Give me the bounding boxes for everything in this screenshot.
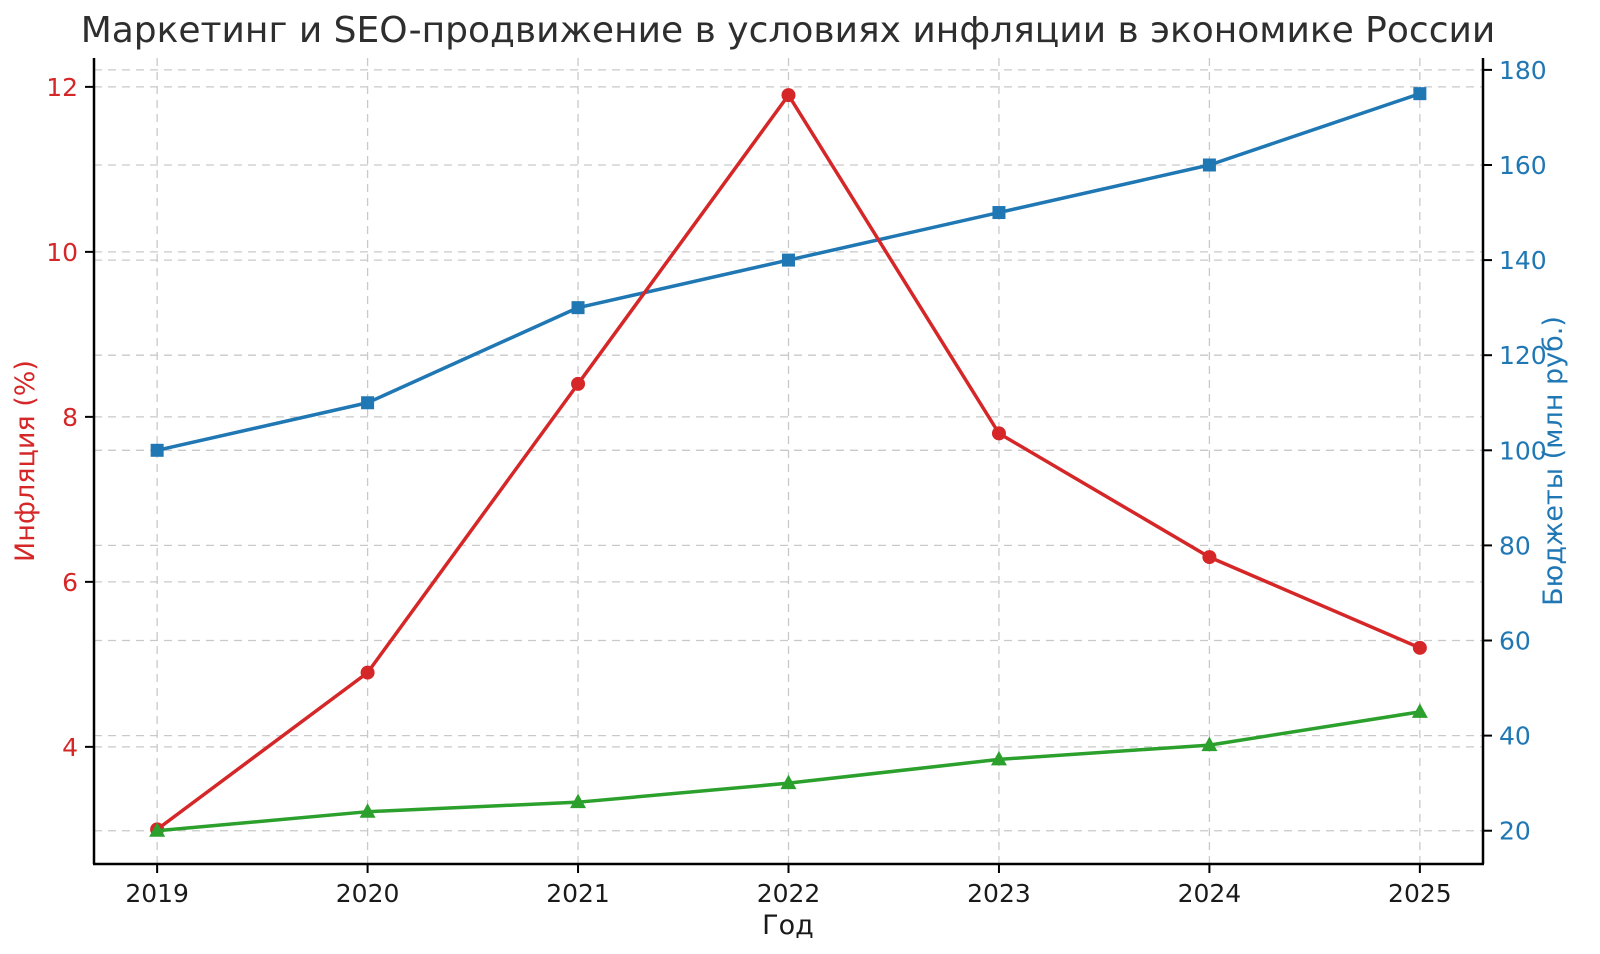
marker-blue-line-budget-2020 bbox=[361, 396, 375, 410]
marker-red-line-inflation-2024 bbox=[1202, 550, 1217, 565]
tick-label-right-160: 160 bbox=[1499, 151, 1547, 180]
tick-label-right-80: 80 bbox=[1499, 531, 1531, 560]
marker-red-line-inflation-2020 bbox=[360, 665, 375, 680]
marker-blue-line-budget-2025 bbox=[1413, 87, 1427, 101]
tick-label-right-60: 60 bbox=[1499, 627, 1531, 656]
tick-label-x-2022: 2022 bbox=[757, 879, 821, 908]
marker-red-line-inflation-2021 bbox=[571, 376, 586, 391]
marker-green-line-budget-2025 bbox=[1411, 703, 1428, 718]
tick-label-x-2025: 2025 bbox=[1388, 879, 1452, 908]
left-y-axis-label: Инфляция (%) bbox=[10, 360, 41, 562]
marker-blue-line-budget-2021 bbox=[571, 301, 585, 315]
series-green-line-budget bbox=[149, 703, 1428, 837]
tick-label-x-2021: 2021 bbox=[546, 879, 610, 908]
tick-label-left-4: 4 bbox=[62, 733, 78, 762]
series-layer bbox=[149, 87, 1428, 837]
grid-layer bbox=[94, 58, 1483, 864]
marker-green-line-budget-2023 bbox=[990, 750, 1007, 766]
marker-red-line-inflation-2025 bbox=[1412, 640, 1427, 655]
tick-label-x-2023: 2023 bbox=[967, 879, 1031, 908]
series-red-line-inflation bbox=[150, 88, 1427, 837]
tick-label-right-180: 180 bbox=[1499, 56, 1547, 85]
line-green-line-budget bbox=[155, 710, 1422, 833]
marker-green-line-budget-2021 bbox=[570, 793, 587, 809]
series-blue-line-budget bbox=[150, 87, 1427, 457]
chart-title: Маркетинг и SEO-продвижение в условиях и… bbox=[81, 10, 1496, 51]
tick-label-right-20: 20 bbox=[1499, 817, 1531, 846]
x-axis-label: Год bbox=[762, 910, 814, 941]
marker-green-line-budget-2020 bbox=[359, 803, 376, 818]
tick-label-x-2020: 2020 bbox=[336, 879, 400, 908]
tick-label-right-140: 140 bbox=[1499, 246, 1547, 275]
marker-blue-line-budget-2024 bbox=[1202, 158, 1216, 172]
marker-green-line-budget-2024 bbox=[1201, 736, 1218, 752]
marker-red-line-inflation-2022 bbox=[781, 88, 796, 103]
tick-label-left-8: 8 bbox=[62, 403, 78, 432]
tick-label-right-120: 120 bbox=[1499, 341, 1547, 370]
marker-green-line-budget-2022 bbox=[780, 774, 797, 790]
tick-label-left-12: 12 bbox=[46, 73, 78, 102]
tick-label-x-2024: 2024 bbox=[1178, 879, 1242, 908]
right-y-axis-label: Бюджеты (млн руб.) bbox=[1538, 316, 1569, 606]
marker-green-line-budget-2019 bbox=[149, 822, 166, 837]
tick-label-left-10: 10 bbox=[46, 238, 78, 267]
marker-blue-line-budget-2023 bbox=[992, 206, 1006, 220]
axes-layer: 4 6 8 10 12 20 40 60 80 100 120 140 160 180 2019 2020 20… bbox=[46, 56, 1547, 908]
tick-label-x-2019: 2019 bbox=[125, 879, 189, 908]
tick-label-right-40: 40 bbox=[1499, 722, 1531, 751]
marker-blue-line-budget-2019 bbox=[150, 443, 164, 457]
marker-blue-line-budget-2022 bbox=[782, 253, 795, 267]
tick-label-left-6: 6 bbox=[62, 568, 78, 597]
marker-red-line-inflation-2023 bbox=[991, 426, 1006, 441]
tick-label-right-100: 100 bbox=[1499, 436, 1547, 465]
